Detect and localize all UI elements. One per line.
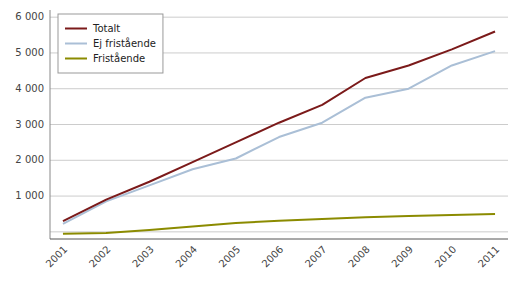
y-tick-label: 3 000 — [15, 119, 44, 130]
legend-label: Totalt — [92, 23, 120, 34]
grid-line — [50, 124, 508, 125]
y-tick-label: 1 000 — [15, 190, 44, 201]
y-axis-line — [50, 10, 51, 239]
x-tick-label: 2001 — [44, 244, 70, 270]
x-tick-label: 2006 — [260, 244, 286, 270]
lines — [63, 31, 495, 233]
x-tick-label: 2004 — [173, 244, 199, 270]
x-tick-label: 2010 — [433, 244, 459, 270]
x-axis-line — [50, 239, 508, 240]
series-line — [63, 31, 495, 221]
legend-box — [58, 14, 163, 73]
legend-swatch — [65, 58, 87, 60]
x-tick-label: 2005 — [217, 244, 243, 270]
legend-swatch — [65, 28, 87, 30]
x-tick-label: 2002 — [87, 244, 113, 270]
legend-label: Ej fristående — [93, 37, 156, 49]
x-tick-label: 2003 — [130, 244, 156, 270]
y-tick-label: 4 000 — [15, 83, 44, 94]
x-tick-label: 2009 — [389, 244, 415, 270]
x-tick-label: 2011 — [476, 244, 502, 270]
grid-line — [50, 160, 508, 161]
grid-line — [50, 88, 508, 89]
y-tick-label: 5 000 — [15, 47, 44, 58]
y-tick-label: 2 000 — [15, 154, 44, 165]
y-tick-label: 6 000 — [15, 11, 44, 22]
chart: 1 000 2 000 3 000 4 000 5 000 6 000 2001 2002 20… — [0, 0, 520, 285]
legend-label: Fristående — [93, 52, 145, 64]
legend: Totalt Ej fristående Fristående — [58, 14, 163, 73]
legend-swatch — [65, 43, 87, 45]
series-line — [63, 51, 495, 224]
x-tick-label: 2008 — [346, 244, 372, 270]
x-tick-label: 2007 — [303, 244, 329, 270]
series-line — [63, 214, 495, 234]
